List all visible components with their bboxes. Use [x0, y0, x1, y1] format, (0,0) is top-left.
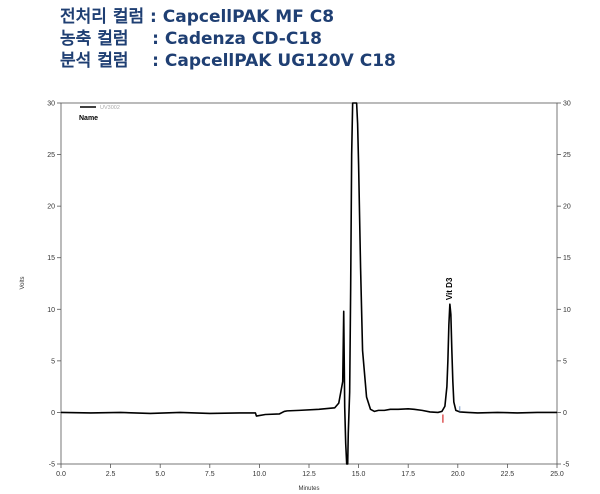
legend-name-label: Name [79, 115, 98, 122]
y-tick-label-left: 5 [51, 358, 55, 365]
y-tick-label-right: 0 [563, 410, 567, 417]
x-tick-label: 5.0 [155, 471, 165, 478]
y-tick-label-right: -5 [563, 462, 569, 469]
x-tick-label: 12.5 [302, 471, 316, 478]
chart-marks: Vit D3 [61, 102, 557, 465]
legend: UV3002 Name [79, 105, 120, 122]
y-tick-label-left: 10 [47, 307, 55, 314]
legend-channel-label: UV3002 [100, 105, 120, 111]
y-tick-label-left: 20 [47, 204, 55, 211]
y-tick-label-right: 25 [563, 152, 571, 159]
y-axis-label: Volts [20, 276, 26, 289]
x-tick-label: 22.5 [501, 471, 515, 478]
analysis-column-line: 분석 컬럼 : CapcellPAK UG120V C18 [60, 51, 396, 71]
concentration-column-line: 농축 컬럼 : Cadenza CD-C18 [60, 29, 322, 49]
y-tick-label-right: 5 [563, 358, 567, 365]
chart-axes: 0.0 2.5 5.0 7.5 10.0 12.5 15.0 17.5 20.0 22.5 25.0… [47, 101, 571, 479]
x-tick-label: 20.0 [451, 471, 465, 478]
x-tick-label: 10.0 [253, 471, 267, 478]
pretreatment-column-line: 전처리 컬럼 : CapcellPAK MF C8 [60, 7, 335, 27]
x-tick-label: 0.0 [56, 471, 66, 478]
x-tick-label: 25.0 [550, 471, 564, 478]
x-axis-label: Minutes [298, 486, 319, 492]
x-tick-label: 15.0 [352, 471, 366, 478]
y-tick-label-right: 20 [563, 204, 571, 211]
series-line [61, 102, 557, 465]
y-tick-label-right: 30 [563, 101, 571, 108]
y-tick-label-left: 25 [47, 152, 55, 159]
y-tick-label-right: 10 [563, 307, 571, 314]
x-tick-label: 2.5 [106, 471, 116, 478]
y-tick-label-left: 0 [51, 410, 55, 417]
y-tick-label-left: 15 [47, 255, 55, 262]
y-tick-label-right: 15 [563, 255, 571, 262]
y-tick-label-left: -5 [49, 462, 55, 469]
x-tick-label: 7.5 [205, 471, 215, 478]
y-tick-label-left: 30 [47, 101, 55, 108]
x-tick-label: 17.5 [401, 471, 415, 478]
column-info-header: 전처리 컬럼 : CapcellPAK MF C8 농축 컬럼 : Cadenz… [60, 6, 396, 72]
peak-label-vit-d3: Vit D3 [445, 277, 454, 300]
